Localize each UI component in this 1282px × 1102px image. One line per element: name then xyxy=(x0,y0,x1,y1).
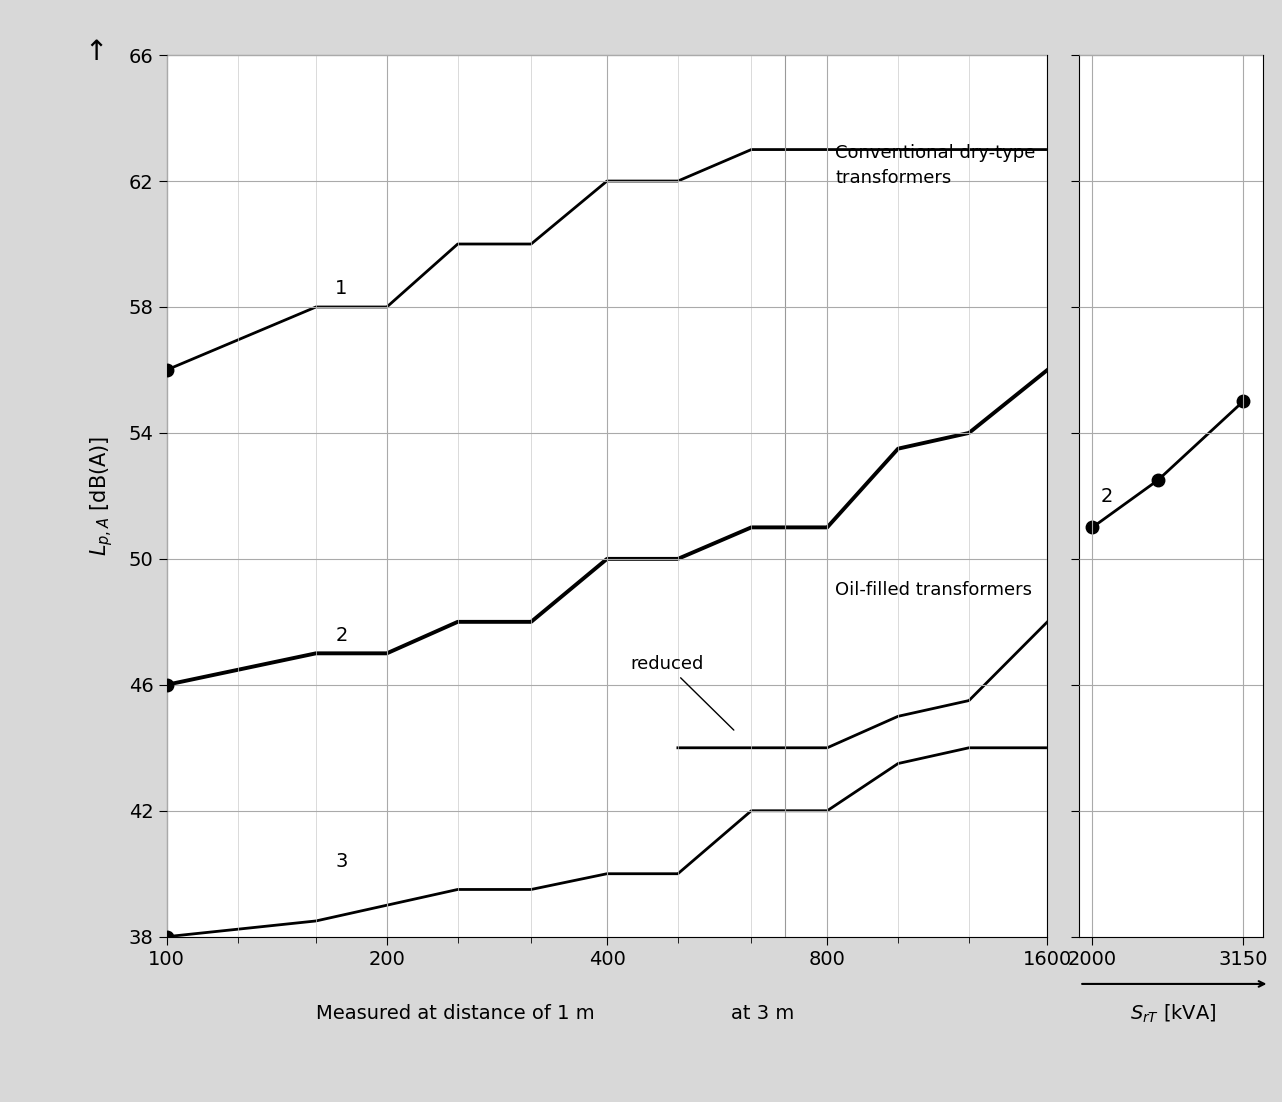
Text: 2: 2 xyxy=(335,626,347,645)
Text: reduced: reduced xyxy=(629,655,733,731)
Text: $S_{rT}$ [kVA]: $S_{rT}$ [kVA] xyxy=(1129,1003,1217,1025)
Text: at 3 m: at 3 m xyxy=(731,1004,795,1024)
Text: 2: 2 xyxy=(1100,487,1113,506)
Y-axis label: $L_{p,A}$ [dB(A)]: $L_{p,A}$ [dB(A)] xyxy=(88,435,114,557)
Text: Oil-filled transformers: Oil-filled transformers xyxy=(835,582,1032,599)
Text: Conventional dry-type
transformers: Conventional dry-type transformers xyxy=(835,143,1036,187)
Text: 3: 3 xyxy=(335,853,347,872)
Text: Measured at distance of 1 m: Measured at distance of 1 m xyxy=(315,1004,595,1024)
Text: ↑: ↑ xyxy=(85,39,108,66)
Text: 1: 1 xyxy=(335,280,347,299)
